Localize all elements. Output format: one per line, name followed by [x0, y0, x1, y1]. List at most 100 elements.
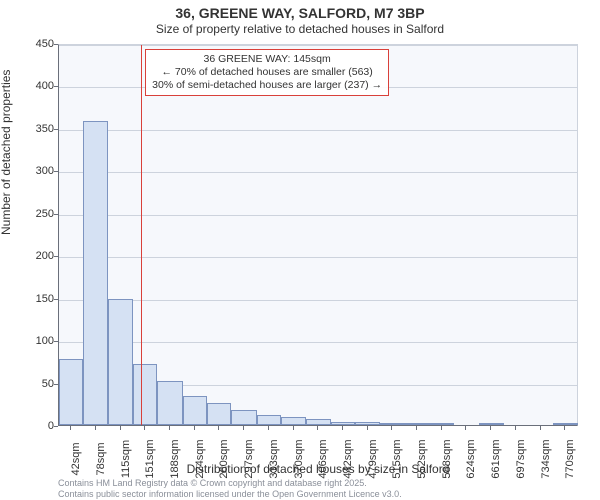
histogram-bar — [430, 423, 454, 425]
gridline — [59, 45, 577, 46]
gridline — [59, 300, 577, 301]
x-tick-label: 442sqm — [342, 439, 354, 478]
x-tick-mark — [416, 426, 417, 430]
x-tick-mark — [441, 426, 442, 430]
x-tick-mark — [564, 426, 565, 430]
y-tick-label: 50 — [14, 378, 54, 390]
x-tick-mark — [243, 426, 244, 430]
x-tick-mark — [70, 426, 71, 430]
x-tick-mark — [317, 426, 318, 430]
x-tick-label: 661sqm — [490, 439, 502, 478]
histogram-bar — [553, 423, 577, 425]
histogram-bar — [380, 423, 404, 425]
histogram-bar — [157, 381, 182, 425]
x-tick-mark — [391, 426, 392, 430]
histogram-bar — [133, 364, 157, 425]
y-tick-label: 150 — [14, 293, 54, 305]
x-tick-label: 770sqm — [564, 439, 576, 478]
y-tick-mark — [54, 171, 58, 172]
x-tick-label: 515sqm — [391, 439, 403, 478]
x-tick-label: 260sqm — [218, 439, 230, 478]
x-tick-label: 624sqm — [465, 439, 477, 478]
x-tick-mark — [367, 426, 368, 430]
y-tick-mark — [54, 214, 58, 215]
y-tick-mark — [54, 384, 58, 385]
x-tick-label: 479sqm — [367, 439, 379, 478]
chart-subtitle: Size of property relative to detached ho… — [0, 22, 600, 36]
y-tick-label: 450 — [14, 38, 54, 50]
y-tick-mark — [54, 129, 58, 130]
x-tick-mark — [342, 426, 343, 430]
x-tick-label: 552sqm — [416, 439, 428, 478]
callout-line2: ← 70% of detached houses are smaller (56… — [152, 66, 382, 79]
x-tick-label: 42sqm — [70, 442, 82, 475]
histogram-bar — [355, 422, 380, 425]
x-tick-mark — [465, 426, 466, 430]
histogram-bar — [281, 417, 306, 425]
x-tick-label: 333sqm — [268, 439, 280, 478]
x-tick-mark — [268, 426, 269, 430]
chart-title: 36, GREENE WAY, SALFORD, M7 3BP — [0, 5, 600, 21]
y-tick-mark — [54, 299, 58, 300]
footer-line1: Contains HM Land Registry data © Crown c… — [58, 478, 578, 489]
x-tick-label: 78sqm — [95, 442, 107, 475]
y-tick-label: 0 — [14, 420, 54, 432]
x-tick-label: 188sqm — [169, 439, 181, 478]
callout-line3: 30% of semi-detached houses are larger (… — [152, 79, 382, 92]
x-tick-label: 151sqm — [144, 439, 156, 478]
y-axis-label: Number of detached properties — [0, 70, 13, 235]
y-tick-label: 250 — [14, 208, 54, 220]
x-tick-label: 115sqm — [120, 440, 132, 478]
x-tick-label: 297sqm — [243, 439, 255, 478]
y-tick-mark — [54, 341, 58, 342]
x-tick-label: 224sqm — [194, 439, 206, 478]
histogram-bar — [108, 299, 133, 425]
y-tick-mark — [54, 86, 58, 87]
footer-attribution: Contains HM Land Registry data © Crown c… — [58, 478, 578, 500]
x-tick-mark — [144, 426, 145, 430]
histogram-bar — [183, 396, 207, 425]
x-tick-label: 697sqm — [515, 439, 527, 478]
x-tick-mark — [218, 426, 219, 430]
histogram-bar — [59, 359, 83, 425]
x-tick-label: 370sqm — [293, 439, 305, 478]
footer-line2: Contains public sector information licen… — [58, 489, 578, 500]
x-tick-mark — [120, 426, 121, 430]
histogram-bar — [405, 423, 430, 425]
x-tick-mark — [515, 426, 516, 430]
histogram-bar — [83, 121, 107, 425]
y-tick-label: 300 — [14, 165, 54, 177]
histogram-bar — [331, 422, 355, 425]
histogram-bar — [207, 403, 231, 425]
histogram-bar — [231, 410, 256, 425]
callout-box: 36 GREENE WAY: 145sqm ← 70% of detached … — [145, 49, 389, 96]
y-tick-label: 100 — [14, 335, 54, 347]
gridline — [59, 215, 577, 216]
histogram-bar — [306, 419, 330, 425]
x-tick-label: 588sqm — [441, 439, 453, 478]
plot-area: 36 GREENE WAY: 145sqm ← 70% of detached … — [58, 44, 578, 426]
x-tick-mark — [293, 426, 294, 430]
callout-line1: 36 GREENE WAY: 145sqm — [152, 53, 382, 66]
x-tick-mark — [540, 426, 541, 430]
y-tick-label: 350 — [14, 123, 54, 135]
gridline — [59, 342, 577, 343]
x-tick-label: 734sqm — [540, 439, 552, 478]
reference-line — [141, 45, 142, 425]
x-tick-mark — [490, 426, 491, 430]
y-tick-mark — [54, 256, 58, 257]
x-tick-label: 406sqm — [317, 439, 329, 478]
y-tick-label: 200 — [14, 250, 54, 262]
histogram-bar — [257, 415, 281, 425]
chart-container: 36, GREENE WAY, SALFORD, M7 3BP Size of … — [0, 0, 600, 500]
gridline — [59, 257, 577, 258]
y-tick-label: 400 — [14, 80, 54, 92]
y-tick-mark — [54, 44, 58, 45]
gridline — [59, 172, 577, 173]
x-tick-mark — [194, 426, 195, 430]
x-tick-mark — [95, 426, 96, 430]
y-tick-mark — [54, 426, 58, 427]
histogram-bar — [479, 423, 504, 425]
x-tick-mark — [169, 426, 170, 430]
gridline — [59, 130, 577, 131]
